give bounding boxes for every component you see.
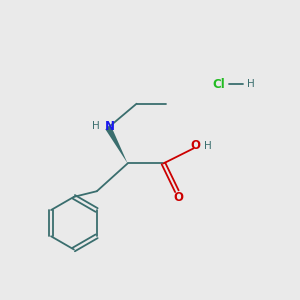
Text: O: O: [173, 191, 183, 204]
Text: Cl: Cl: [212, 78, 225, 91]
Text: N: N: [105, 120, 115, 133]
Text: O: O: [191, 139, 201, 152]
Polygon shape: [105, 126, 128, 164]
Text: H: H: [92, 122, 100, 131]
Text: H: H: [247, 79, 254, 89]
Text: H: H: [204, 140, 212, 151]
